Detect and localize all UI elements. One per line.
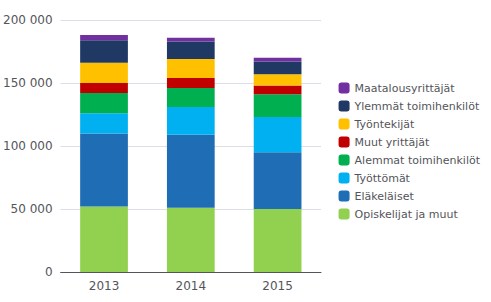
svg-text:200 000: 200 000 bbox=[3, 13, 53, 27]
svg-text:2013: 2013 bbox=[89, 279, 120, 293]
svg-text:Maatalousyrittäjät: Maatalousyrittäjät bbox=[355, 82, 456, 95]
svg-text:Työntekijät: Työntekijät bbox=[354, 118, 416, 131]
svg-text:Muut yrittäjät: Muut yrittäjät bbox=[355, 136, 430, 149]
svg-text:Opiskelijat ja muut: Opiskelijat ja muut bbox=[355, 208, 459, 221]
svg-text:50 000: 50 000 bbox=[11, 202, 53, 216]
svg-text:Ylemmät toimihenkilöt: Ylemmät toimihenkilöt bbox=[354, 100, 480, 113]
svg-text:Työttömät: Työttömät bbox=[354, 172, 411, 185]
svg-text:2015: 2015 bbox=[262, 279, 293, 293]
svg-text:0: 0 bbox=[45, 265, 53, 279]
svg-text:100 000: 100 000 bbox=[3, 139, 53, 153]
svg-text:Eläkeläiset: Eläkeläiset bbox=[355, 190, 415, 203]
svg-text:150 000: 150 000 bbox=[3, 76, 53, 90]
svg-text:Alemmat toimihenkilöt: Alemmat toimihenkilöt bbox=[355, 154, 481, 167]
svg-text:2014: 2014 bbox=[176, 279, 207, 293]
